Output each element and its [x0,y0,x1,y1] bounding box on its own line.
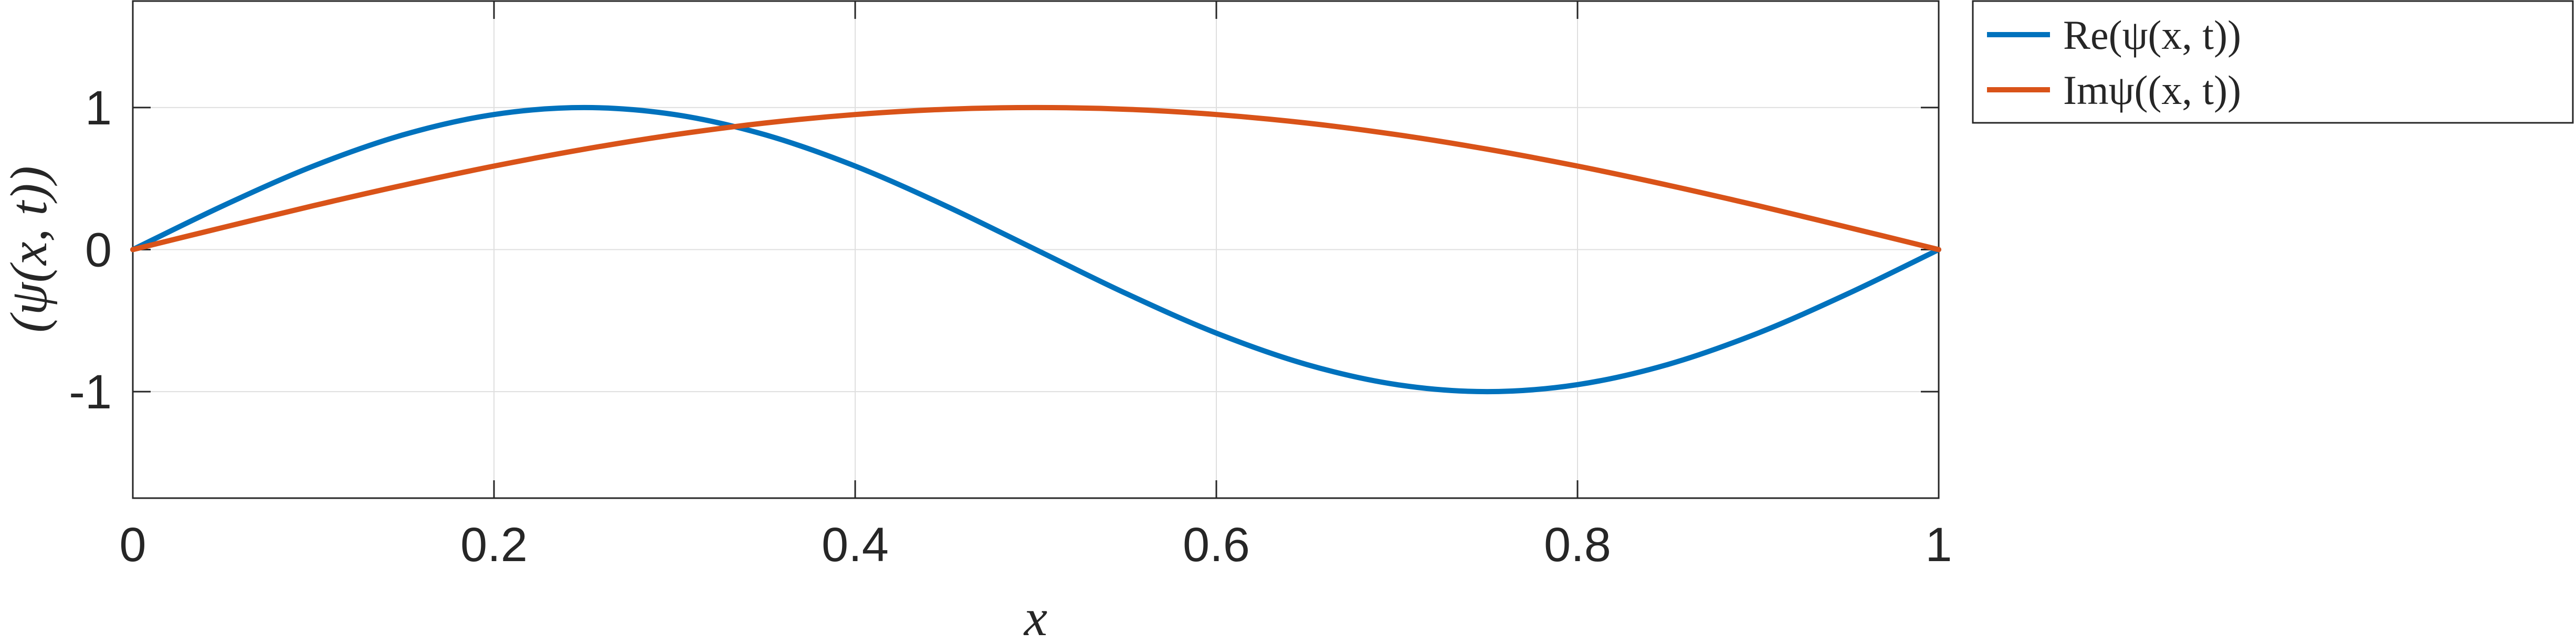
legend-label-1: Re(ψ(x, t)) [2063,12,2241,58]
x-tick-label: 0.4 [822,518,889,572]
y-tick-labels: -1 0 1 [69,81,112,419]
x-axis-label: x [1023,588,1047,643]
series-line-2 [130,104,1941,252]
y-tick-label: -1 [69,365,112,419]
x-tick-label: 0.8 [1544,518,1611,572]
y-axis-label: (ψ(x, t)) [0,166,58,332]
series-line-1 [130,104,1941,395]
y-tick-label: 1 [85,81,112,135]
x-tick-label: 1 [1925,518,1952,572]
x-tick-label: 0 [119,518,146,572]
series-lines [130,104,1941,395]
x-tick-label: 0.6 [1183,518,1250,572]
y-tick-label: 0 [85,224,112,277]
x-tick-labels: 0 0.2 0.4 0.6 0.8 1 [119,518,1952,572]
legend: Re(ψ(x, t)) Imψ((x, t)) [1972,0,2574,124]
legend-box [1972,0,2574,124]
legend-label-2: Imψ((x, t)) [2063,67,2241,113]
x-tick-label: 0.2 [460,518,528,572]
